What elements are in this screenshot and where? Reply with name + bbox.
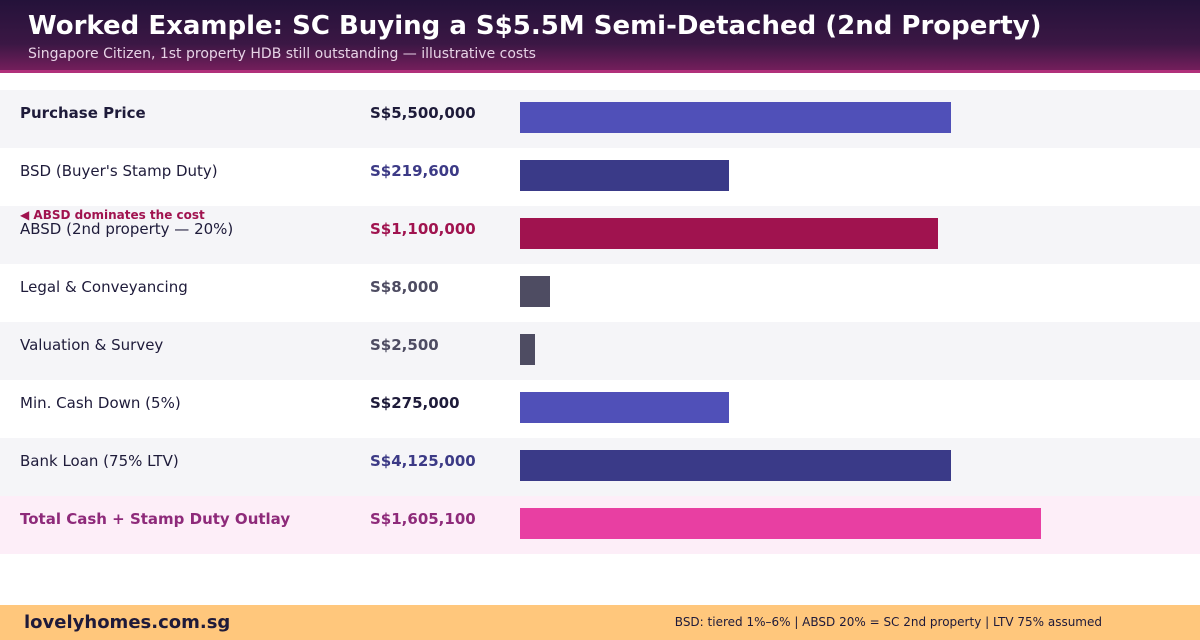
category-label: BSD (Buyer's Stamp Duty) (20, 162, 218, 180)
value-label: S$275,000 (370, 394, 460, 412)
value-label: S$4,125,000 (370, 452, 476, 470)
category-label: Valuation & Survey (20, 336, 164, 354)
chart-row: BSD (Buyer's Stamp Duty) S$219,600 (0, 148, 1200, 206)
header-accent-line (0, 70, 1200, 73)
category-label: Min. Cash Down (5%) (20, 394, 181, 412)
page-title: Worked Example: SC Buying a S$5.5M Semi-… (28, 11, 1042, 41)
chart-row: Valuation & Survey S$2,500 (0, 322, 1200, 380)
bar (520, 276, 550, 307)
brand-name[interactable]: lovelyhomes.com.sg (24, 612, 231, 633)
bar (520, 392, 729, 423)
footer-bar: lovelyhomes.com.sg BSD: tiered 1%–6% | A… (0, 605, 1200, 640)
value-label: S$1,605,100 (370, 510, 476, 528)
value-label: S$1,100,000 (370, 220, 476, 238)
chart-annotation: ◀ ABSD dominates the cost (20, 208, 205, 222)
chart-row: ◀ ABSD dominates the cost ABSD (2nd prope… (0, 206, 1200, 264)
chart-row: Total Cash + Stamp Duty Outlay S$1,605,10… (0, 496, 1200, 554)
value-label: S$2,500 (370, 336, 439, 354)
chart-row: Bank Loan (75% LTV) S$4,125,000 (0, 438, 1200, 496)
bar (520, 102, 951, 133)
value-label: S$219,600 (370, 162, 460, 180)
bar (520, 508, 1041, 539)
category-label: Total Cash + Stamp Duty Outlay (20, 510, 291, 528)
bar (520, 160, 729, 191)
chart-row: Min. Cash Down (5%) S$275,000 (0, 380, 1200, 438)
category-label: Purchase Price (20, 104, 146, 122)
bar (520, 218, 938, 249)
bar (520, 334, 535, 365)
header-banner: Worked Example: SC Buying a S$5.5M Semi-… (0, 0, 1200, 73)
bar (520, 450, 951, 481)
chart-row: Legal & Conveyancing S$8,000 (0, 264, 1200, 322)
value-label: S$8,000 (370, 278, 439, 296)
value-label: S$5,500,000 (370, 104, 476, 122)
category-label: ABSD (2nd property — 20%) (20, 220, 234, 238)
page-subtitle: Singapore Citizen, 1st property HDB stil… (28, 46, 536, 62)
chart-row: Purchase Price S$5,500,000 (0, 90, 1200, 148)
cost-breakdown-chart: Purchase Price S$5,500,000 BSD (Buyer's St… (0, 90, 1200, 554)
footnote: BSD: tiered 1%–6% | ABSD 20% = SC 2nd pr… (674, 615, 1102, 629)
category-label: Legal & Conveyancing (20, 278, 188, 296)
category-label: Bank Loan (75% LTV) (20, 452, 179, 470)
